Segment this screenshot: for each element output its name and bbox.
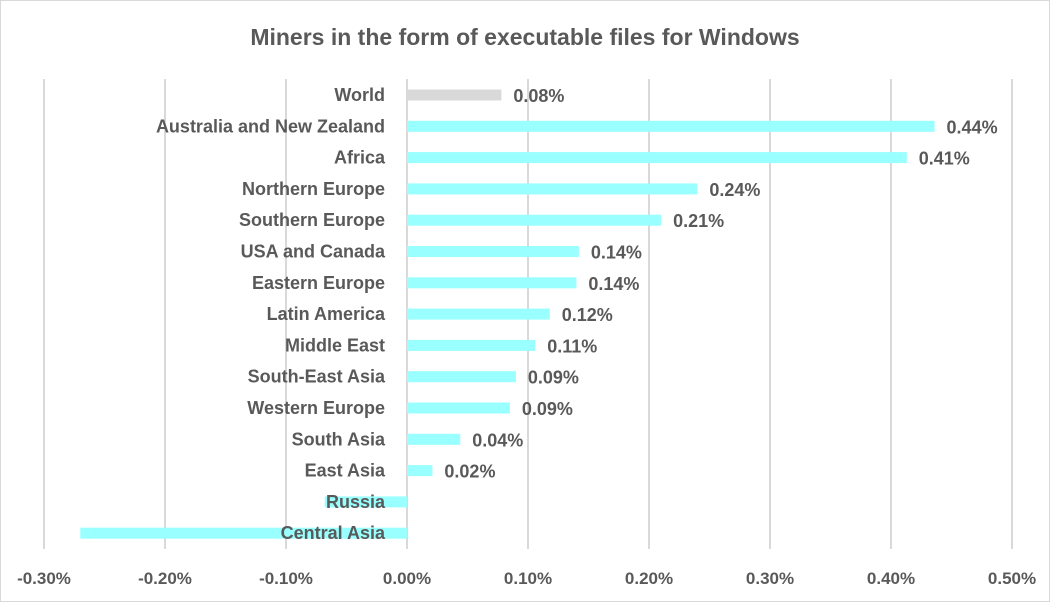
category-label: Australia and New Zealand — [156, 116, 385, 136]
data-label: 0.14% — [588, 274, 639, 294]
data-label: 0.44% — [947, 117, 998, 137]
category-label: USA and Canada — [241, 242, 386, 262]
category-label: Southern Europe — [239, 210, 385, 230]
data-label: 0.41% — [919, 149, 970, 169]
bar — [407, 152, 907, 164]
x-tick-label: -0.20% — [138, 569, 192, 588]
bar — [407, 339, 536, 351]
x-tick-label: 0.50% — [988, 569, 1036, 588]
data-label: 0.04% — [472, 430, 523, 450]
category-label: World — [334, 85, 385, 105]
data-label: 0.11% — [547, 336, 597, 356]
bar — [407, 89, 502, 101]
bar — [407, 277, 577, 289]
bar — [407, 308, 550, 320]
category-label: Western Europe — [247, 398, 385, 418]
category-label: South-East Asia — [248, 367, 386, 387]
x-tick-label: 0.20% — [625, 569, 673, 588]
data-label: 0.21% — [673, 211, 724, 231]
category-label: South Asia — [292, 429, 386, 449]
bar — [80, 527, 408, 539]
category-label: Northern Europe — [242, 179, 385, 199]
data-label: 0.24% — [709, 180, 760, 200]
bar — [407, 433, 461, 445]
x-tick-label: -0.10% — [259, 569, 313, 588]
bars — [80, 89, 935, 539]
bar — [407, 214, 662, 226]
data-label: 0.09% — [522, 399, 573, 419]
chart-title: Miners in the form of executable files f… — [250, 24, 799, 50]
bar — [407, 183, 698, 195]
category-labels: World Australia and New Zealand Africa Nort… — [156, 85, 386, 543]
x-tick-label: -0.30% — [17, 569, 71, 588]
bar — [407, 465, 433, 477]
bar — [407, 120, 935, 132]
category-label: Latin America — [267, 304, 386, 324]
category-label: Central Asia — [281, 523, 386, 543]
x-tick-label: 0.40% — [867, 569, 915, 588]
bar — [407, 402, 510, 414]
bar — [324, 496, 407, 508]
data-labels: 0.08% 0.44% 0.41% 0.24% 0.21% 0.14% 0.14% 0.12%… — [444, 86, 997, 482]
category-label: Africa — [334, 148, 386, 168]
data-label: 0.12% — [562, 305, 613, 325]
data-label: 0.02% — [444, 462, 495, 482]
category-label: Middle East — [285, 335, 385, 355]
category-label: Eastern Europe — [252, 273, 385, 293]
bar — [407, 246, 579, 257]
category-label: East Asia — [305, 461, 386, 481]
data-label: 0.14% — [591, 243, 642, 263]
x-tick-label: 0.10% — [504, 569, 552, 588]
x-tick-label: 0.30% — [746, 569, 794, 588]
bar — [407, 371, 516, 383]
x-axis-ticks: -0.30% -0.20% -0.10% 0.00% 0.10% 0.20% 0.30% 0.… — [17, 569, 1036, 588]
data-label: 0.08% — [513, 86, 564, 106]
x-tick-label: 0.00% — [383, 569, 431, 588]
category-label: Russia — [326, 492, 386, 512]
data-label: 0.09% — [528, 368, 579, 388]
